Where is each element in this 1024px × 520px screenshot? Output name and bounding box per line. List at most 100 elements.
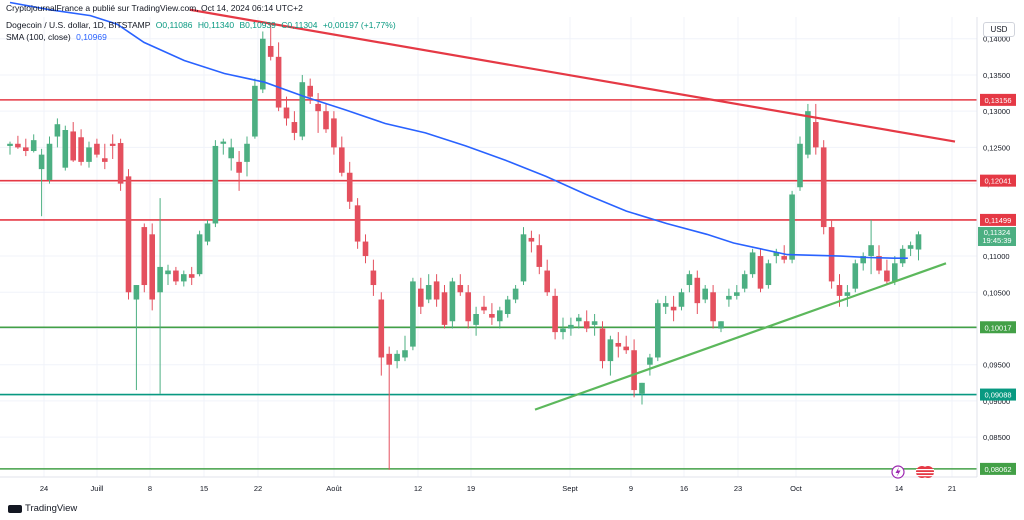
candle-body: [576, 317, 582, 322]
price-tick-label: 0,10500: [983, 288, 1010, 297]
candle-body: [828, 227, 835, 282]
symbol-name[interactable]: Dogecoin / U.S. dollar, 1D, BITSTAMP: [6, 20, 151, 30]
candle-body: [339, 147, 345, 173]
candle: [244, 136, 250, 177]
candle: [686, 270, 693, 293]
candle: [749, 248, 756, 278]
candle: [204, 219, 211, 246]
symbol-legend: Dogecoin / U.S. dollar, 1D, BITSTAMP O0,…: [6, 20, 399, 30]
candle: [860, 252, 866, 271]
candle-body: [734, 292, 740, 296]
candle-body: [599, 328, 606, 362]
candle-body: [23, 147, 29, 152]
candle: [899, 245, 906, 267]
candle-body: [741, 274, 748, 289]
candle: [275, 42, 282, 112]
time-tick-label: 24: [40, 484, 48, 493]
candle: [346, 161, 353, 209]
level-label: 0,11499: [985, 216, 1012, 225]
price-tick-label: 0,14000: [983, 35, 1010, 44]
candle: [662, 295, 669, 315]
candle-body: [7, 143, 13, 146]
candle-body: [544, 270, 550, 293]
candle-body: [655, 303, 661, 358]
candle-body: [520, 234, 527, 282]
candle-body: [797, 143, 803, 188]
ohlc-change: +0,00197 (+1,77%): [322, 20, 396, 30]
candle-body: [117, 143, 124, 184]
candle-body: [473, 314, 479, 325]
level-label: 0,12041: [984, 177, 1011, 186]
candle-body: [346, 172, 353, 202]
candle-body: [370, 270, 377, 286]
candle-body: [836, 285, 843, 296]
level-label: 0,09088: [984, 391, 1011, 400]
candle-body: [757, 256, 764, 289]
time-tick-label: Sept: [562, 484, 578, 493]
candle: [102, 143, 108, 170]
currency-label[interactable]: USD: [983, 22, 1015, 37]
candle: [362, 234, 369, 264]
candle: [734, 285, 740, 300]
time-tick-label: 22: [254, 484, 262, 493]
candle: [188, 266, 195, 286]
level-label-bg: [980, 321, 1016, 334]
candle-body: [710, 292, 716, 322]
candle: [710, 285, 716, 329]
candle: [655, 299, 661, 362]
candle: [702, 285, 708, 304]
candle: [299, 74, 306, 141]
candle-body: [662, 303, 669, 307]
candle-body: [418, 288, 424, 307]
candle: [236, 151, 242, 191]
current-price-label: 0,11324: [984, 228, 1011, 237]
candle: [504, 295, 511, 318]
candle-body: [718, 321, 724, 329]
candle-body: [615, 342, 622, 347]
candle-body: [102, 158, 108, 162]
publisher-line: CryptojournalFrance a publié sur Trading…: [6, 3, 303, 13]
candle: [757, 248, 764, 293]
candle-body: [591, 321, 598, 325]
time-tick-label: 12: [414, 484, 422, 493]
us-flag-icon[interactable]: [916, 466, 934, 478]
countdown-label: 19:45:39: [982, 236, 1011, 245]
candle-body: [465, 292, 471, 322]
candle-body: [133, 285, 140, 300]
candle-body: [765, 263, 772, 286]
candle-body: [915, 234, 922, 250]
candle: [465, 285, 471, 329]
indicator-value: 0,10969: [76, 32, 107, 42]
candle: [125, 169, 132, 300]
candle: [196, 230, 203, 277]
time-tick-label: 9: [629, 484, 633, 493]
candle-body: [670, 306, 677, 311]
candle-body: [267, 45, 274, 57]
time-tick-label: Oct: [790, 484, 803, 493]
candle-body: [307, 85, 313, 97]
grid-lines: [0, 17, 977, 477]
candle-body: [204, 223, 211, 242]
level-label-bg: [980, 213, 1016, 226]
candle-body: [236, 161, 242, 173]
price-tick-label: 0,13500: [983, 71, 1010, 80]
candle-body: [860, 256, 866, 264]
candle: [173, 266, 179, 286]
ohlc-open: O0,11086: [155, 20, 193, 30]
tradingview-brand[interactable]: TradingView: [8, 503, 77, 514]
candle: [560, 317, 566, 340]
candle-body: [497, 310, 503, 322]
candle: [765, 259, 772, 289]
candle-body: [62, 130, 69, 168]
indicator-name[interactable]: SMA (100, close): [6, 32, 71, 42]
candle-body: [315, 103, 321, 112]
candle: [631, 339, 637, 398]
candle-body: [899, 248, 906, 264]
candle-body: [552, 295, 558, 333]
candle-body: [323, 111, 329, 130]
candle: [78, 129, 84, 166]
lightning-icon[interactable]: [891, 465, 905, 479]
candle-body: [694, 277, 701, 304]
trendlines: [189, 8, 956, 411]
